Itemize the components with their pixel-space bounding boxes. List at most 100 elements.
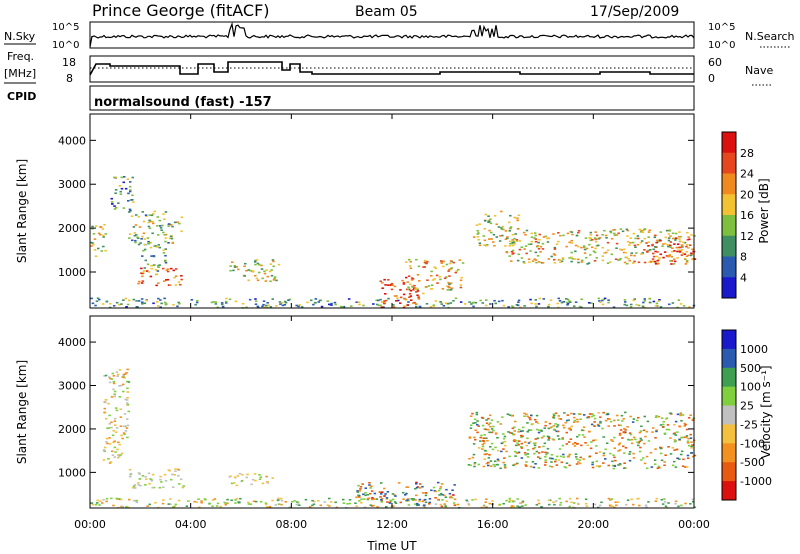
power-cell-151 <box>501 299 504 302</box>
power-cell-934 <box>604 234 608 237</box>
velocity-cell-371 <box>147 472 151 475</box>
velocity-cell-1098 <box>639 446 642 449</box>
velocity-cell-1061 <box>513 426 516 428</box>
power-cell-401 <box>167 225 170 227</box>
velocity-cell-138 <box>548 503 551 506</box>
velocity-cell-259 <box>259 501 263 503</box>
power-cell-147 <box>375 299 378 302</box>
power-cell-662 <box>449 288 453 291</box>
power-cell-320 <box>113 208 117 210</box>
power-cell-660 <box>450 267 453 269</box>
velocity-cell-171 <box>308 506 312 508</box>
velocity-data-cells <box>90 368 697 509</box>
velocity-cell-245 <box>102 499 105 501</box>
power-cell-675 <box>476 230 479 232</box>
velocity-cell-111 <box>521 500 525 503</box>
power-cell-964 <box>553 254 557 256</box>
power-cell-441 <box>140 267 143 270</box>
power-cell-358 <box>129 233 132 235</box>
velocity-cell-931 <box>617 443 621 446</box>
power-cell-978 <box>591 239 594 241</box>
power-cell-717 <box>487 221 490 223</box>
velocity-cell-457 <box>407 498 410 500</box>
velocity-cell-779 <box>481 424 485 427</box>
power-cell-1049 <box>663 242 667 245</box>
velocity-cell-549 <box>421 485 424 488</box>
velocity-cell-912 <box>575 458 579 460</box>
velocity-cell-278 <box>113 395 116 398</box>
power-cell-566 <box>416 290 420 292</box>
velocity-cell-480 <box>441 493 444 496</box>
velocity-cell-509 <box>358 490 361 492</box>
power-cell-356 <box>139 242 142 244</box>
velocity-cell-177 <box>247 503 251 505</box>
power-cell-180 <box>295 304 298 307</box>
power-cell-670 <box>487 215 490 217</box>
power-cell-367 <box>152 213 155 215</box>
power-cell-399 <box>134 214 138 216</box>
velocity-cell-840 <box>557 438 561 440</box>
power-cell-281 <box>92 243 95 246</box>
power-cell-750 <box>643 261 647 264</box>
velocity-cell-605 <box>520 457 524 459</box>
power-cell-398 <box>147 221 150 224</box>
power-cell-796 <box>573 258 577 260</box>
velocity-cell-85 <box>510 506 513 508</box>
colorbar-swatch-5 <box>722 424 736 444</box>
power-cell-1046 <box>669 244 672 247</box>
velocity-cell-229 <box>402 498 405 500</box>
velocity-cell-580 <box>618 449 622 451</box>
velocity-cell-1032 <box>468 457 471 460</box>
velocity-cell-730 <box>512 433 516 436</box>
velocity-cell-999 <box>616 414 619 417</box>
velocity-cell-108 <box>510 505 514 507</box>
power-cell-460 <box>143 248 147 251</box>
power-cell-701 <box>515 240 519 242</box>
power-cell-808 <box>687 236 690 238</box>
velocity-cell-348 <box>108 376 111 378</box>
velocity-cell-665 <box>622 445 625 448</box>
power-cell-293 <box>120 176 123 179</box>
y-tick-label-2000: 2000 <box>58 423 86 436</box>
power-cell-509 <box>245 269 248 272</box>
power-cell-214 <box>234 300 238 303</box>
velocity-cell-386 <box>181 486 185 489</box>
velocity-cell-991 <box>640 425 643 428</box>
velocity-cell-119 <box>252 500 256 503</box>
power-cell-746 <box>637 261 641 264</box>
power-cell-1076 <box>693 258 697 260</box>
velocity-cell-1079 <box>623 427 626 430</box>
velocity-cell-155 <box>508 497 511 500</box>
velocity-cell-709 <box>686 454 690 457</box>
power-cell-427 <box>177 281 181 283</box>
power-cell-471 <box>152 264 156 267</box>
power-cell-188 <box>637 304 641 307</box>
power-cell-740 <box>585 247 589 250</box>
power-cell-1098 <box>655 241 658 244</box>
velocity-cell-385 <box>144 475 147 478</box>
freq-panel-frame <box>89 55 695 83</box>
power-cell-2 <box>682 305 686 307</box>
power-cell-379 <box>145 215 148 217</box>
velocity-cell-723 <box>611 464 615 467</box>
velocity-cell-512 <box>407 504 411 506</box>
velocity-cell-907 <box>484 453 487 456</box>
velocity-cell-604 <box>487 464 490 467</box>
velocity-cell-656 <box>593 425 596 427</box>
power-cell-883 <box>656 239 659 242</box>
velocity-cell-655 <box>690 445 693 448</box>
velocity-cell-35 <box>654 500 658 502</box>
power-cell-1056 <box>662 243 665 245</box>
velocity-cell-684 <box>655 415 658 417</box>
velocity-cell-1076 <box>576 418 579 421</box>
velocity-cell-1116 <box>562 424 565 427</box>
velocity-cell-157 <box>311 504 314 507</box>
power-cell-1030 <box>610 237 614 240</box>
power-cell-501 <box>270 269 273 271</box>
velocity-cell-1124 <box>552 414 556 417</box>
power-cell-947 <box>546 241 550 243</box>
colorbar-swatch-6 <box>722 256 736 278</box>
velocity-cell-1023 <box>546 435 550 438</box>
